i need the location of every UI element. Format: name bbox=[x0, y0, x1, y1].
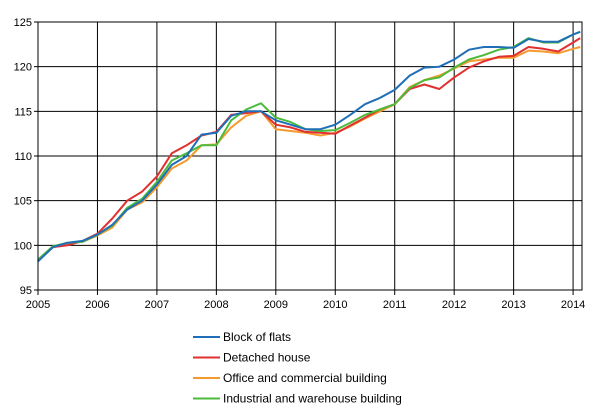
x-tick-label: 2014 bbox=[561, 299, 585, 311]
gridlines bbox=[37, 21, 582, 291]
x-tick-label: 2009 bbox=[264, 299, 288, 311]
legend: Block of flats Detached house Office and c… bbox=[193, 330, 402, 406]
legend-label: Industrial and warehouse building bbox=[223, 392, 402, 406]
legend-label: Block of flats bbox=[223, 330, 291, 344]
x-tick-label: 2006 bbox=[85, 299, 109, 311]
x-tick-label: 2010 bbox=[323, 299, 347, 311]
y-tick-label: 100 bbox=[14, 240, 32, 252]
legend-label: Office and commercial building bbox=[223, 371, 387, 385]
y-tick-label: 120 bbox=[14, 62, 32, 74]
x-tick-label: 2011 bbox=[383, 299, 407, 311]
y-tick-label: 125 bbox=[14, 17, 32, 29]
legend-label: Detached house bbox=[223, 351, 311, 365]
x-tick-label: 2007 bbox=[145, 299, 169, 311]
y-tick-label: 115 bbox=[14, 106, 32, 118]
series-line-1 bbox=[37, 37, 581, 262]
x-tick-label: 2013 bbox=[501, 299, 525, 311]
x-tick-label: 2012 bbox=[442, 299, 466, 311]
series-lines bbox=[37, 30, 581, 263]
y-tick-label: 110 bbox=[14, 151, 32, 163]
series-line-3 bbox=[37, 30, 581, 261]
x-tick-label: 2008 bbox=[204, 299, 228, 311]
y-tick-label: 105 bbox=[14, 196, 32, 208]
series-line-0 bbox=[37, 30, 581, 263]
y-axis: 95 100 105 110 115 120 125 bbox=[14, 17, 38, 297]
series-line-2 bbox=[37, 46, 581, 262]
plot-frame bbox=[37, 21, 583, 291]
y-tick-label: 95 bbox=[20, 285, 32, 297]
x-tick-label: 2005 bbox=[26, 299, 50, 311]
x-axis: 2005 2006 2007 2008 2009 2010 2011 2012 2013 2014 bbox=[26, 290, 585, 311]
